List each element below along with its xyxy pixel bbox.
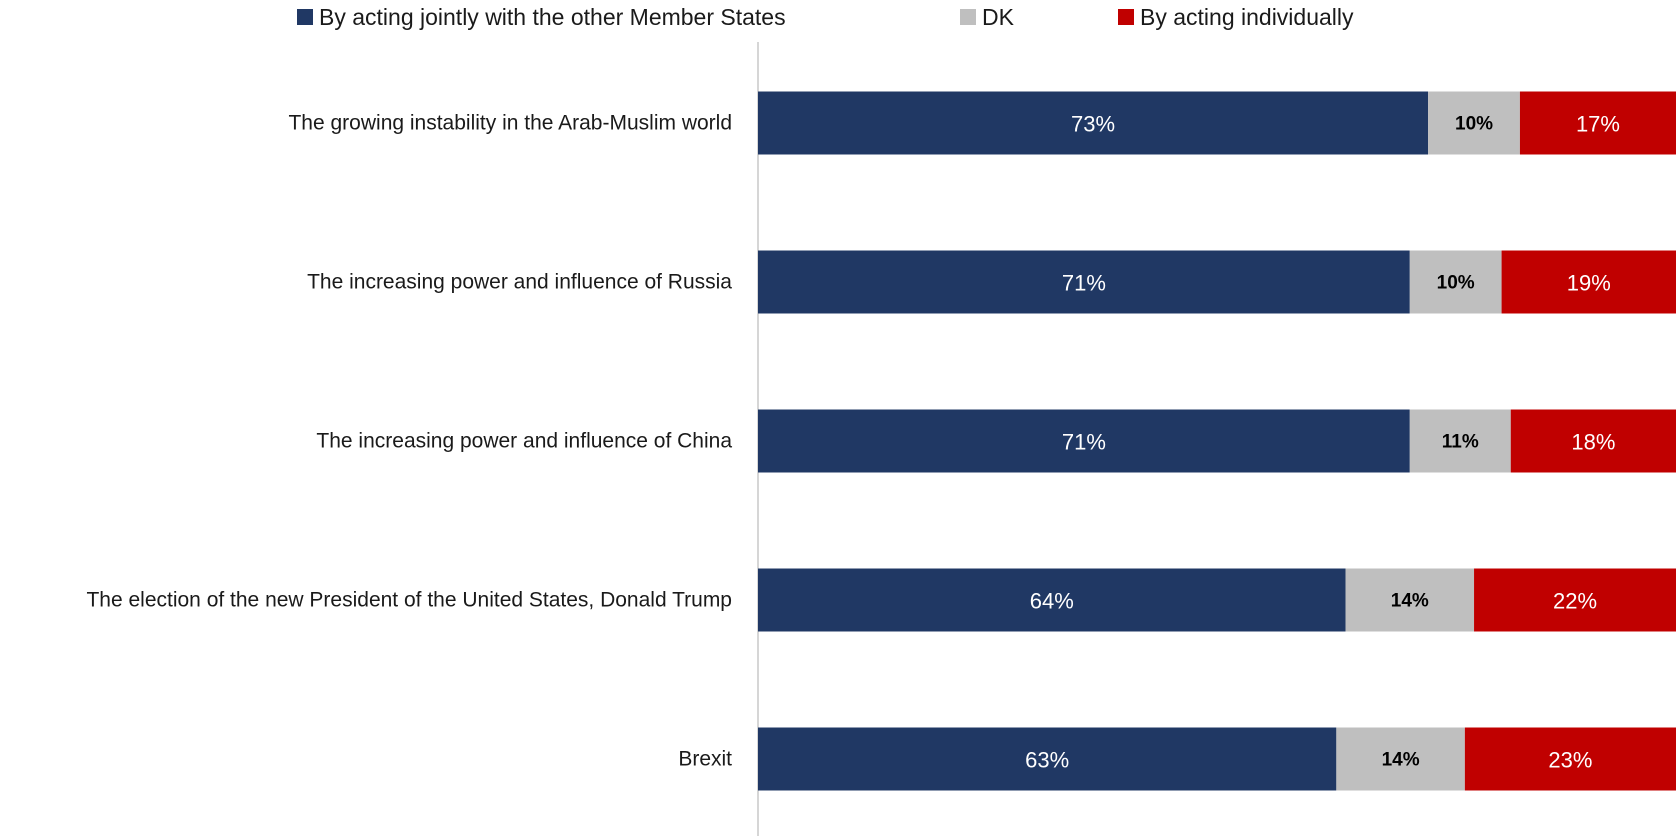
category-label: Brexit — [678, 748, 732, 771]
data-label: 71% — [1062, 430, 1106, 455]
legend-swatch — [1118, 9, 1134, 25]
bar-segment-dk — [1336, 727, 1465, 791]
bar-segment-by-acting-individually — [1519, 91, 1676, 155]
category-labels: The growing instability in the Arab-Musl… — [86, 112, 732, 771]
bar-segment-by-acting-individually — [1464, 727, 1676, 791]
bar-segment-by-acting-individually — [1501, 250, 1676, 314]
data-label: 14% — [1382, 750, 1420, 771]
data-label: 63% — [1025, 748, 1069, 773]
legend-swatch — [297, 9, 313, 25]
data-label: 71% — [1062, 271, 1106, 296]
legend-item-by-acting-individually: By acting individually — [1118, 4, 1354, 30]
data-label: 10% — [1455, 114, 1493, 135]
data-label: 11% — [1442, 432, 1479, 453]
bar-segment-by-acting-jointly-with-the-other-member-states — [758, 409, 1410, 473]
bar-segment-dk — [1409, 409, 1511, 473]
data-label: 64% — [1030, 589, 1074, 614]
legend-swatch — [960, 9, 976, 25]
bar-segment-by-acting-jointly-with-the-other-member-states — [758, 568, 1346, 632]
bar-segment-by-acting-jointly-with-the-other-member-states — [758, 250, 1410, 314]
legend-label: By acting individually — [1140, 4, 1354, 30]
data-label: 23% — [1548, 748, 1592, 773]
legend-label: DK — [982, 4, 1015, 30]
bar-row-4: 64% 14% 22% — [758, 568, 1676, 632]
data-label: 18% — [1571, 430, 1615, 455]
bar-segment-dk — [1409, 250, 1502, 314]
bar-segment-by-acting-individually — [1474, 568, 1676, 632]
data-label: 17% — [1576, 112, 1620, 137]
legend-item-by-acting-jointly-with-the-other-member-states: By acting jointly with the other Member … — [297, 4, 786, 30]
bars: 73% 10% 17% 71% 10% 19% 71% 11% 18% 64% 14% 22% 63% 1… — [758, 91, 1676, 791]
bar-segment-dk — [1428, 91, 1520, 155]
bar-segment-by-acting-jointly-with-the-other-member-states — [758, 91, 1429, 155]
data-label: 14% — [1391, 591, 1429, 612]
bar-row-3: 71% 11% 18% — [758, 409, 1676, 473]
data-label: 10% — [1437, 273, 1475, 294]
category-label: The increasing power and influence of Ch… — [316, 430, 732, 453]
bar-segment-dk — [1345, 568, 1475, 632]
data-label: 22% — [1553, 589, 1597, 614]
legend: By acting jointly with the other Member … — [297, 4, 1354, 30]
legend-item-dk: DK — [960, 4, 1015, 30]
bar-row-1: 73% 10% 17% — [758, 91, 1676, 155]
bar-row-2: 71% 10% 19% — [758, 250, 1676, 314]
bar-row-5: 63% 14% 23% — [758, 727, 1676, 791]
bar-segment-by-acting-individually — [1510, 409, 1676, 473]
bar-segment-by-acting-jointly-with-the-other-member-states — [758, 727, 1337, 791]
category-label: The election of the new President of the… — [86, 589, 732, 612]
category-label: The increasing power and influence of Ru… — [307, 271, 732, 294]
data-label: 19% — [1567, 271, 1611, 296]
legend-label: By acting jointly with the other Member … — [319, 4, 786, 30]
category-label: The growing instability in the Arab-Musl… — [288, 112, 732, 135]
data-label: 73% — [1071, 112, 1115, 137]
